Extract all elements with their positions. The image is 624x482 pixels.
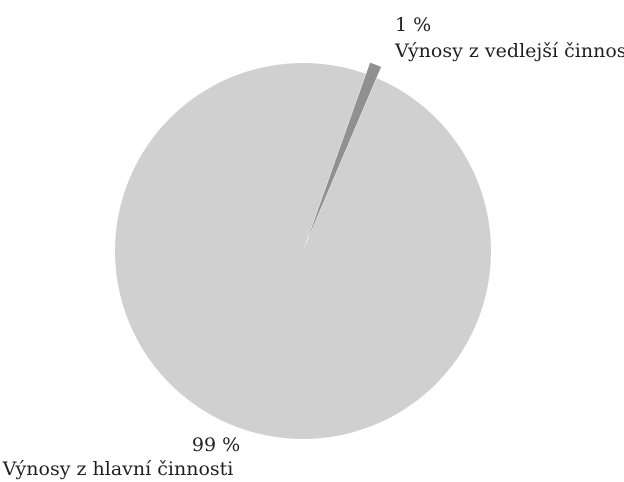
pie-slice-main: [114, 62, 491, 440]
pie-slices: [114, 62, 491, 440]
pie-slice-side: [307, 62, 382, 240]
slice-main-label: Výnosy z hlavní činnosti: [2, 458, 234, 480]
slice-side-label: Výnosy z vedlejší činnosti: [394, 40, 624, 62]
slice-side-percent: 1 %: [395, 14, 431, 36]
slice-main-percent: 99 %: [192, 434, 240, 456]
